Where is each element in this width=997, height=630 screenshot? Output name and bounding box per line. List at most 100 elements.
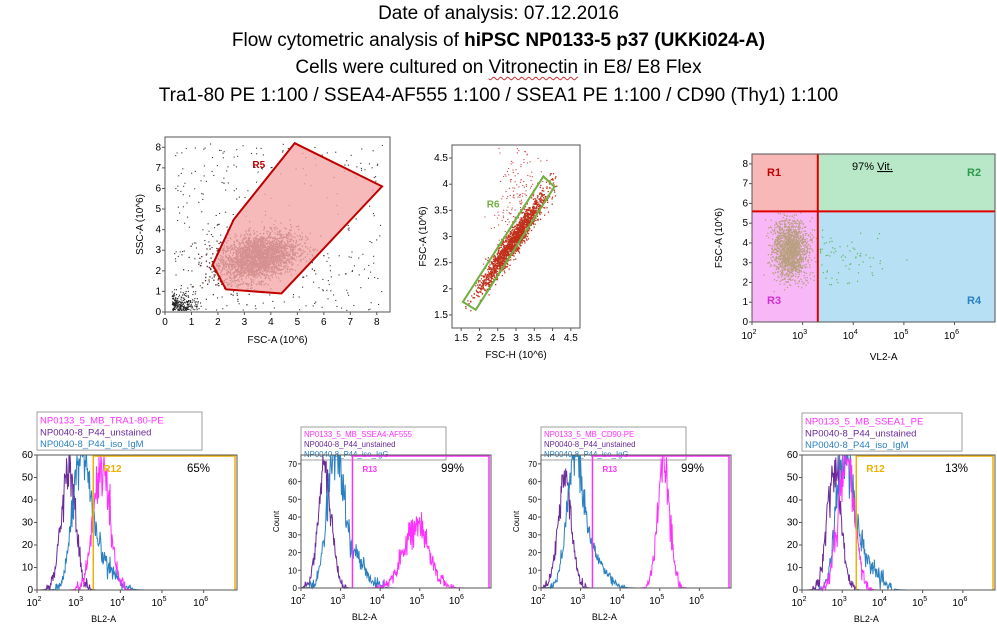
event-dot xyxy=(505,266,507,268)
event-dot xyxy=(514,240,516,242)
gate-r5-fill xyxy=(212,143,383,294)
event-dot xyxy=(203,165,205,167)
event-dot xyxy=(508,251,510,253)
event-dot xyxy=(179,251,181,253)
event-dot xyxy=(521,226,523,228)
event-dot xyxy=(519,234,522,237)
event-dot xyxy=(335,299,337,301)
event-dot xyxy=(226,226,228,228)
event-dot xyxy=(522,226,524,229)
event-dot xyxy=(478,280,480,282)
event-dot xyxy=(540,198,542,200)
event-dot xyxy=(493,273,495,276)
event-dot xyxy=(260,147,262,149)
antibody-line: Tra1-80 PE 1:100 / SSEA4-AF555 1:100 / S… xyxy=(158,85,839,106)
event-dot xyxy=(197,253,200,255)
y-tick-label: 3 xyxy=(155,245,161,256)
event-dot xyxy=(527,220,529,222)
event-dot xyxy=(195,242,197,244)
event-dot xyxy=(521,231,523,233)
event-dot xyxy=(510,236,513,238)
event-dot xyxy=(177,306,179,308)
event-dot xyxy=(505,251,507,253)
scatter-dots-fsch-fsca xyxy=(465,147,558,312)
event-dot xyxy=(510,238,512,241)
event-dot xyxy=(182,309,185,311)
event-dot xyxy=(497,257,500,259)
event-dot xyxy=(175,297,177,300)
x-tick-label: 4 xyxy=(268,317,274,328)
event-dot xyxy=(236,198,238,200)
event-dot xyxy=(470,300,472,302)
event-dot xyxy=(477,295,479,297)
event-dot xyxy=(180,308,182,310)
event-dot xyxy=(512,221,514,223)
event-dot xyxy=(494,270,496,272)
event-dot xyxy=(505,252,507,254)
event-dot xyxy=(542,187,544,189)
event-dot xyxy=(510,242,512,244)
event-dot xyxy=(205,273,207,275)
event-dot xyxy=(520,229,522,231)
event-dot xyxy=(503,249,505,251)
event-dot xyxy=(543,199,545,202)
event-dot xyxy=(181,301,183,303)
event-dot xyxy=(537,205,540,208)
event-dot xyxy=(348,227,350,229)
event-dot xyxy=(496,257,498,259)
event-dot xyxy=(501,249,503,251)
event-dot xyxy=(551,198,553,200)
event-dot xyxy=(488,278,490,280)
event-dot xyxy=(187,302,189,304)
event-dot xyxy=(216,165,218,167)
event-dot xyxy=(526,209,528,212)
event-dot xyxy=(501,249,504,252)
event-dot xyxy=(521,220,524,223)
y-tick-label: 0 xyxy=(155,307,161,318)
event-dot xyxy=(485,278,487,281)
event-dot xyxy=(184,182,186,184)
event-dot xyxy=(372,213,374,215)
event-dot xyxy=(201,211,203,213)
event-dot xyxy=(520,232,523,234)
event-dot xyxy=(256,181,258,183)
event-dot xyxy=(496,266,498,268)
event-dot xyxy=(507,263,509,266)
event-dot xyxy=(500,262,503,264)
event-dot xyxy=(478,295,480,298)
event-dot xyxy=(515,237,518,239)
event-dot xyxy=(536,199,538,202)
event-dot xyxy=(512,243,514,245)
event-dot xyxy=(195,247,198,249)
event-dot xyxy=(483,275,486,278)
event-dot xyxy=(188,296,190,298)
event-dot xyxy=(190,303,192,305)
event-dot xyxy=(532,198,535,200)
event-dot xyxy=(184,307,186,309)
event-dot xyxy=(182,307,184,309)
event-dot xyxy=(533,226,535,228)
event-dot xyxy=(172,309,174,311)
event-dot xyxy=(495,284,497,286)
event-dot xyxy=(520,226,522,229)
event-dot xyxy=(490,274,492,276)
event-dot xyxy=(272,300,274,302)
event-dot xyxy=(495,274,498,277)
event-dot xyxy=(498,258,501,261)
event-dot xyxy=(534,203,537,205)
event-dot xyxy=(184,307,186,310)
event-dot xyxy=(321,306,323,308)
event-dot xyxy=(491,272,493,274)
event-dot xyxy=(177,300,179,302)
event-dot xyxy=(502,263,504,265)
event-dot xyxy=(176,304,178,306)
event-dot xyxy=(218,248,220,250)
event-dot xyxy=(189,300,191,302)
event-dot xyxy=(512,238,514,241)
event-dot xyxy=(175,304,177,306)
event-dot xyxy=(475,285,477,287)
event-dot xyxy=(186,301,188,303)
event-dot xyxy=(176,152,178,154)
event-dot xyxy=(177,255,179,257)
gate-r5-outline xyxy=(211,141,384,295)
